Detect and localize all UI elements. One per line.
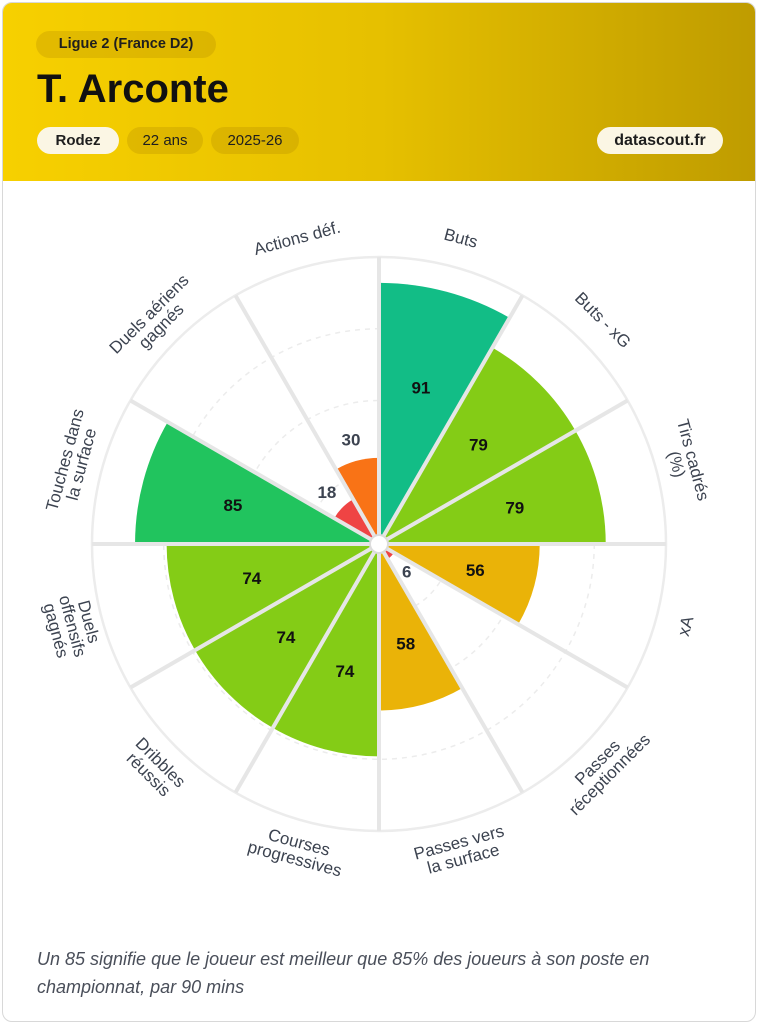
radar-spoke xyxy=(233,294,381,545)
category-label-text: xA xyxy=(674,613,698,638)
category-label: Dribblesréussis xyxy=(120,734,190,804)
value-label: 79 xyxy=(469,436,488,455)
radar-values: 91 79 79 56 6 58 74 74 74 85 18 30 xyxy=(223,379,524,682)
footnote: Un 85 signifie que le joueur est meilleu… xyxy=(37,949,650,997)
category-label-text: Duelsoffensifsgagnés xyxy=(39,589,107,664)
category-label: Actions déf. xyxy=(252,218,343,259)
category-label: Duels aériensgagnés xyxy=(106,271,205,370)
radar-spoke xyxy=(378,542,629,690)
player-name: T. Arconte xyxy=(37,67,229,111)
brand-badge: datascout.fr xyxy=(597,127,723,154)
radar-bar xyxy=(135,422,379,544)
category-label-text: Tirs cadrés(%) xyxy=(657,417,713,507)
radar-spoke xyxy=(129,398,380,546)
category-label-text: Buts xyxy=(442,225,480,252)
radar-bar xyxy=(379,544,463,711)
value-label: 56 xyxy=(466,561,485,580)
radar-center xyxy=(369,534,389,554)
radar-bar xyxy=(379,282,510,544)
category-label-text: Actions déf. xyxy=(252,218,343,259)
value-label: 18 xyxy=(317,483,336,502)
radar-spoke xyxy=(129,542,380,690)
radar-bar xyxy=(379,430,606,544)
value-label: 79 xyxy=(505,499,524,518)
category-label: Tirs cadrés(%) xyxy=(657,417,713,507)
percentile-radar-chart: 91 79 79 56 6 58 74 74 74 85 18 30 Buts Buts - xG Tir… xyxy=(39,218,713,881)
radar-bar xyxy=(272,544,379,757)
value-label: 74 xyxy=(276,628,295,647)
category-label: Passesréceptionnées xyxy=(553,718,654,819)
category-label: Passes versla surface xyxy=(412,821,511,880)
age-badge: 22 ans xyxy=(127,127,203,154)
radar-bar xyxy=(166,544,379,651)
radar-spoke xyxy=(378,398,629,546)
radar-spoke xyxy=(377,543,525,794)
header-banner: Ligue 2 (France D2) T. Arconte Rodez 22 … xyxy=(3,3,755,181)
radar-spoke xyxy=(377,294,525,545)
category-label-text: Buts - xG xyxy=(571,288,635,352)
radar-bar xyxy=(334,499,379,544)
team-badge: Rodez xyxy=(37,127,119,154)
value-label: 6 xyxy=(402,563,411,582)
value-label: 74 xyxy=(242,569,261,588)
season-badge: 2025-26 xyxy=(211,127,299,154)
radar-bar xyxy=(379,347,576,544)
league-badge: Ligue 2 (France D2) xyxy=(36,31,216,58)
value-label: 30 xyxy=(342,431,361,450)
value-label: 85 xyxy=(223,496,242,515)
value-label: 58 xyxy=(396,635,415,654)
radar-sectors xyxy=(135,282,606,757)
category-label-text: Passesréceptionnées xyxy=(553,718,654,819)
category-label: Buts xyxy=(442,225,480,252)
radar-spokes xyxy=(92,257,666,831)
value-label: 74 xyxy=(335,662,354,681)
category-label: Buts - xG xyxy=(571,288,635,352)
value-label: 91 xyxy=(411,379,430,398)
radar-bar xyxy=(195,544,379,728)
category-label-text: Duels aériensgagnés xyxy=(106,271,205,370)
category-label-text: Dribblesréussis xyxy=(120,734,190,804)
category-label-text: Coursesprogressives xyxy=(246,821,348,881)
category-label: xA xyxy=(674,613,698,638)
radar-spoke xyxy=(233,543,381,794)
category-label: Coursesprogressives xyxy=(246,821,348,881)
category-label: Duelsoffensifsgagnés xyxy=(39,589,107,664)
category-label-text: Passes versla surface xyxy=(412,821,511,880)
radar-bar xyxy=(379,544,540,625)
